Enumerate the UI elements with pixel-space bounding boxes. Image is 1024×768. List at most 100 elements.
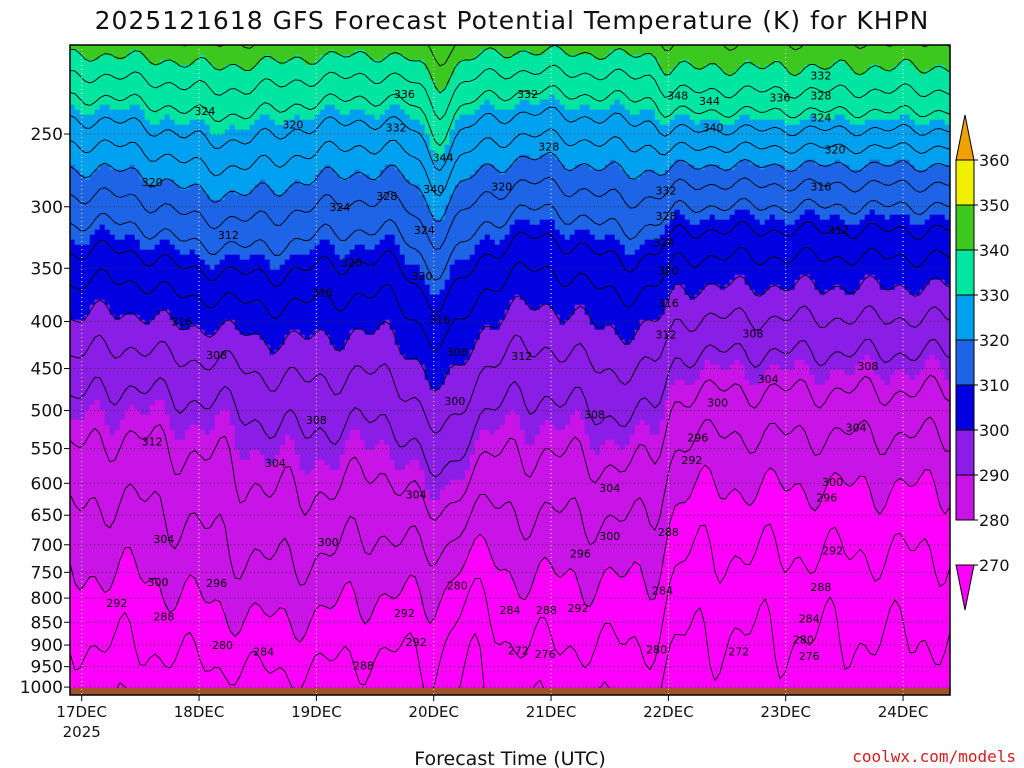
contour-fill-band <box>639 419 646 576</box>
contour-fill-band <box>299 334 306 471</box>
contour-fill-band <box>569 414 576 571</box>
contour-fill-band <box>699 45 706 71</box>
contour-fill-band <box>424 45 431 71</box>
contour-fill-band <box>284 259 291 336</box>
contour-fill-band <box>739 209 746 276</box>
contour-fill-band <box>619 244 626 341</box>
contour-fill-band <box>639 54 646 111</box>
contour-fill-band <box>564 54 571 111</box>
contour-fill-band <box>189 64 196 121</box>
contour-fill-band <box>289 329 296 441</box>
contour-label: 328 <box>656 210 677 223</box>
contour-fill-band <box>689 45 696 66</box>
contour-fill-band <box>739 274 746 366</box>
contour-fill-band <box>804 499 811 695</box>
contour-fill-band <box>129 554 136 695</box>
contour-fill-band <box>799 359 806 486</box>
contour-fill-band <box>864 164 871 216</box>
contour-fill-band <box>334 109 341 176</box>
contour-fill-band <box>859 279 866 361</box>
contour-fill-band <box>479 534 486 695</box>
contour-fill-band <box>894 119 901 161</box>
contour-fill-band <box>434 45 441 91</box>
contour-fill-band <box>169 429 176 611</box>
contour-fill-band <box>604 45 611 56</box>
contour-fill-band <box>544 49 551 101</box>
contour-fill-band <box>384 54 391 111</box>
contour-fill-band <box>244 194 251 261</box>
contour-fill-band <box>854 364 861 481</box>
contour-fill-band <box>249 254 256 336</box>
contour-fill-band <box>569 314 576 416</box>
contour-fill-band <box>544 559 551 695</box>
contour-fill-band <box>834 45 841 61</box>
contour-fill-band <box>254 64 261 121</box>
contour-fill-band <box>939 119 946 166</box>
contour-fill-band <box>109 109 116 171</box>
contour-fill-band <box>174 45 181 66</box>
contour-fill-band <box>194 184 201 256</box>
contour-fill-band <box>674 159 681 211</box>
credit-text: coolwx.com/models <box>852 747 1016 766</box>
contour-fill-band <box>654 319 661 436</box>
contour-fill-band <box>804 64 811 121</box>
contour-fill-band <box>434 499 441 611</box>
contour-fill-band <box>89 59 96 116</box>
contour-fill-band <box>299 469 306 641</box>
contour-fill-band <box>609 234 616 326</box>
y-tick-label: 950 <box>31 658 63 678</box>
contour-fill-band <box>624 54 631 111</box>
contour-fill-band <box>674 45 681 66</box>
contour-fill-band <box>854 289 861 366</box>
contour-fill-band <box>854 45 861 76</box>
contour-fill-band <box>764 369 771 471</box>
contour-fill-band <box>449 264 456 366</box>
x-tick-label: 18DEC <box>174 703 225 721</box>
contour-label: 280 <box>212 639 233 652</box>
contour-fill-band <box>259 609 266 695</box>
contour-fill-band <box>944 124 950 166</box>
contour-fill-band <box>649 239 656 321</box>
contour-fill-band <box>454 574 461 695</box>
contour-fill-band <box>124 544 131 695</box>
contour-fill-band <box>554 574 561 695</box>
contour-fill-band <box>269 464 276 616</box>
contour-fill-band <box>349 429 356 586</box>
contour-fill-band <box>744 209 751 286</box>
contour-fill-band <box>474 439 481 536</box>
contour-fill-band <box>189 324 196 426</box>
contour-fill-band <box>214 45 221 71</box>
contour-fill-band <box>819 384 826 496</box>
x-tick-label: 24DEC <box>878 703 929 721</box>
contour-fill-band <box>474 534 481 695</box>
contour-fill-band <box>659 45 666 71</box>
contour-fill-band <box>864 274 871 356</box>
contour-fill-band <box>234 254 241 331</box>
contour-fill-band <box>934 119 941 166</box>
contour-fill-band <box>924 124 931 171</box>
contour-fill-band <box>549 424 556 571</box>
contour-fill-band <box>724 124 731 171</box>
contour-fill-band <box>309 469 316 616</box>
contour-fill-band <box>84 179 91 246</box>
contour-fill-band <box>79 54 86 116</box>
contour-fill-band <box>274 194 281 271</box>
contour-fill-band <box>234 449 241 636</box>
contour-fill-band <box>489 164 496 241</box>
contour-fill-band <box>424 204 431 286</box>
contour-fill-band <box>189 424 196 576</box>
contour-fill-band <box>279 194 286 266</box>
contour-fill-band <box>149 64 156 126</box>
contour-fill-band <box>354 329 361 431</box>
contour-fill-band <box>884 45 891 71</box>
contour-fill-band <box>459 114 466 181</box>
contour-fill-band <box>99 409 106 591</box>
contour-fill-band <box>669 69 676 121</box>
contour-fill-band <box>444 84 451 146</box>
contour-fill-band <box>629 45 636 56</box>
contour-fill-band <box>939 164 946 216</box>
contour-fill-band <box>324 239 331 336</box>
contour-fill-band <box>929 279 936 356</box>
contour-fill-band <box>719 169 726 221</box>
contour-fill-band <box>84 579 91 695</box>
